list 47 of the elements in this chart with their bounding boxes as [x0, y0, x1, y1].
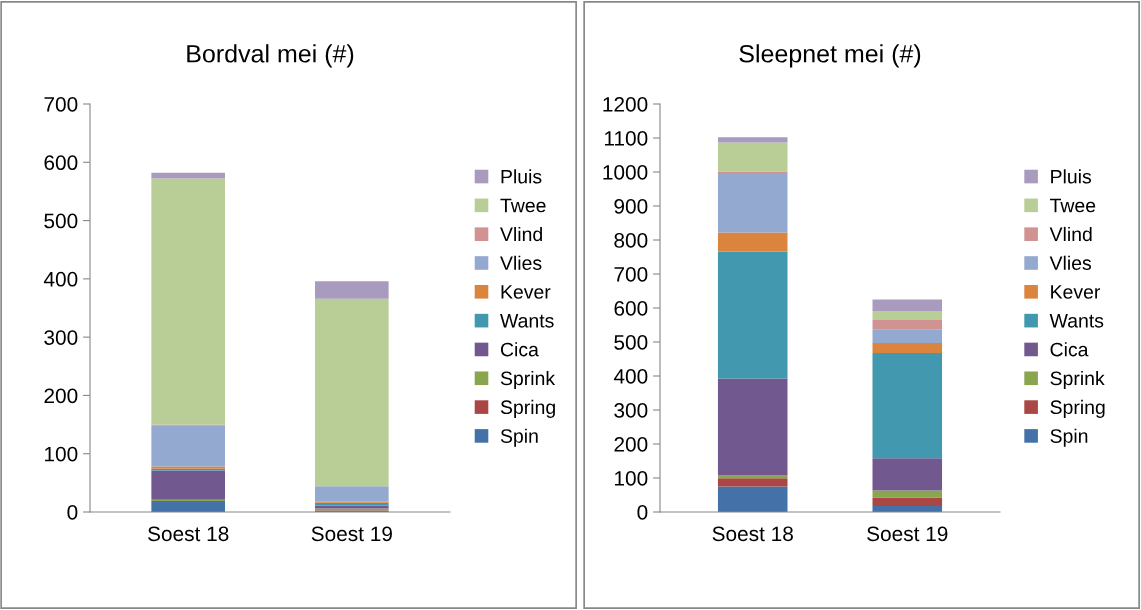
- y-tick-label: 500: [44, 213, 78, 229]
- legend-label: Twee: [500, 198, 546, 213]
- legend-label: Wants: [500, 314, 554, 328]
- legend-label: Vlind: [500, 226, 542, 242]
- legend-label: Vlind: [1049, 226, 1092, 242]
- y-tick-label: 100: [615, 471, 648, 486]
- y-tick-label: 500: [614, 335, 648, 350]
- legend-label: Kever: [501, 285, 551, 299]
- chart-title: Sleepnet mei (#): [739, 44, 921, 68]
- y-tick-label: 600: [614, 301, 648, 316]
- legend-label: Cica: [500, 342, 539, 357]
- y-tick-label: 900: [614, 199, 648, 214]
- y-tick-label: 0: [637, 505, 648, 520]
- legend-label: Cica: [1050, 342, 1089, 357]
- legend-label: Spring: [500, 399, 555, 418]
- y-tick-label: 300: [614, 403, 648, 418]
- legend-label: Spin: [500, 428, 538, 447]
- x-tick-label: Soest 18: [712, 526, 793, 542]
- legend-label: Vlies: [1049, 255, 1092, 270]
- legend-label: Twee: [1050, 198, 1096, 213]
- legend-label: Sprink: [1050, 370, 1105, 390]
- legend-label: Spin: [1050, 428, 1088, 447]
- legend-label: Pluis: [1051, 169, 1092, 184]
- y-tick-label: 700: [44, 97, 78, 112]
- legend-label: Spring: [1050, 399, 1105, 418]
- x-tick-label: Soest 19: [311, 526, 392, 542]
- legend-label: Vlies: [500, 255, 542, 270]
- y-tick-label: 400: [43, 271, 78, 287]
- y-tick-label: 1200: [603, 97, 648, 112]
- y-tick-label: 0: [67, 505, 78, 520]
- legend-label: Kever: [1051, 285, 1101, 299]
- legend-label: Pluis: [501, 169, 542, 184]
- y-tick-label: 700: [614, 267, 648, 282]
- y-tick-label: 1100: [604, 131, 648, 146]
- y-tick-label: 200: [44, 388, 78, 404]
- y-tick-label: 300: [44, 330, 78, 345]
- y-tick-label: 100: [45, 446, 78, 462]
- chart-title: Bordval mei (#): [187, 44, 354, 68]
- y-tick-label: 800: [614, 233, 648, 248]
- x-tick-label: Soest 19: [867, 526, 948, 542]
- x-tick-label: Soest 18: [148, 526, 229, 542]
- y-tick-label: 400: [613, 369, 648, 384]
- legend-label: Wants: [1049, 314, 1104, 328]
- y-tick-label: 600: [44, 155, 78, 171]
- y-tick-label: 1000: [603, 165, 648, 180]
- y-tick-label: 200: [614, 437, 648, 452]
- legend-label: Sprink: [500, 370, 556, 390]
